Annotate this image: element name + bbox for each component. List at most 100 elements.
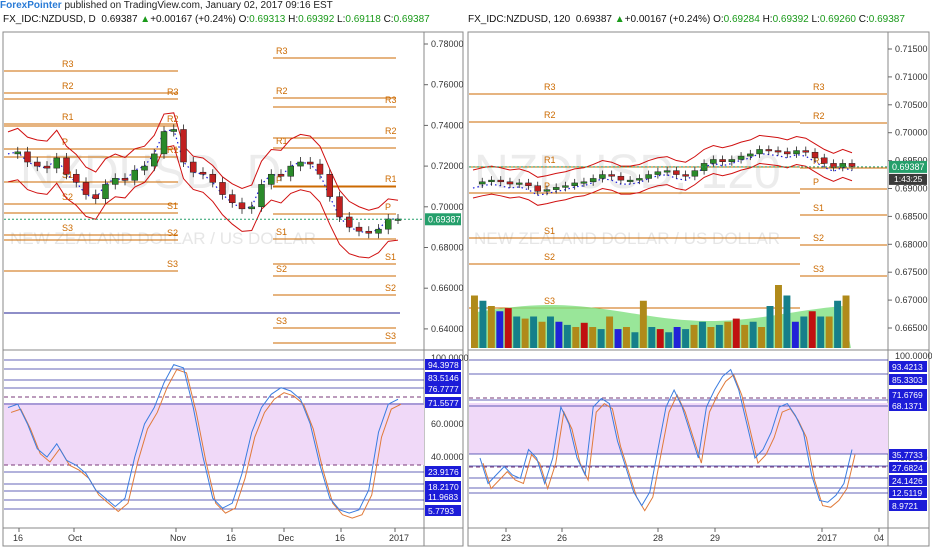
right-stoch-badge-text: 12.5119: [892, 488, 922, 498]
right-candle: [636, 178, 643, 181]
right-price-tick-label: 0.69500: [895, 156, 928, 166]
right-time-label: 29: [710, 533, 720, 543]
right-candle: [719, 159, 726, 162]
left-candle: [112, 178, 119, 185]
right-stoch-badge: [889, 361, 927, 372]
right-candle: [552, 187, 560, 190]
left-stoch-badge-text: 76.7777: [428, 384, 459, 394]
right-volume-bar: [775, 285, 782, 348]
right-volume-bar: [648, 327, 656, 348]
right-volume-bar: [665, 332, 673, 348]
left-pivot-label: S2: [385, 283, 396, 293]
left-symbol[interactable]: FX_IDC:NZDUSD, D: [3, 14, 96, 25]
right-stoch-badge: [889, 487, 927, 498]
left-time-label: 2017: [389, 533, 409, 543]
left-time-label: Nov: [170, 533, 187, 543]
left-time-label: 16: [226, 533, 236, 543]
left-pivot-label: R2: [276, 86, 288, 96]
right-candle: [589, 178, 597, 183]
left-stoch-band: [4, 403, 424, 465]
right-volume-bar: [547, 316, 554, 348]
right-stoch-badge: [889, 374, 927, 385]
left-last: 0.69387: [101, 14, 138, 25]
right-price-badge: [889, 160, 927, 173]
right-candle: [645, 174, 652, 179]
left-candle: [355, 226, 363, 232]
right-time-label: 2017: [817, 533, 837, 543]
right-low: 0.69260: [819, 14, 856, 25]
brand-link[interactable]: ForexPointer: [0, 0, 62, 11]
left-candle: [190, 161, 197, 173]
right-candle: [663, 170, 671, 173]
right-pivot-label: R2: [544, 110, 556, 120]
right-stoch-badge: [889, 449, 927, 460]
left-candle: [385, 218, 392, 230]
right-symbol[interactable]: FX_IDC:NZDUSD, 120: [468, 14, 571, 25]
left-stoch-badge-text: 11.9683: [428, 492, 458, 502]
right-stoch-tick-label: 100.0000: [895, 351, 932, 361]
right-volume-bar: [555, 321, 563, 348]
left-pivot-label: S1: [385, 252, 396, 262]
left-pivot-label: S2: [167, 228, 178, 238]
left-pivot-label: P: [62, 137, 68, 147]
left-stoch-badge-text: 83.5146: [428, 373, 459, 383]
left-pivot-label: R1: [385, 174, 397, 184]
right-time-label: 28: [653, 533, 663, 543]
left-candle: [73, 173, 80, 183]
right-candle: [811, 151, 819, 159]
right-volume-bar: [656, 329, 664, 348]
right-change: +0.00167 (+0.24%): [624, 14, 711, 25]
left-candle: [131, 169, 138, 181]
right-volume-bar: [471, 295, 478, 348]
left-candle: [229, 194, 236, 203]
left-candle: [82, 182, 90, 195]
right-stoch-k-line: [479, 368, 853, 507]
right-stoch-badge: [889, 462, 927, 473]
left-stoch-tick-label: 100.0000: [431, 353, 469, 363]
up-arrow-icon: ▲: [614, 14, 625, 25]
right-volume-bar: [597, 329, 605, 348]
left-stoch-badge: [425, 491, 461, 502]
right-frame: [467, 31, 930, 547]
left-stoch-badge: [425, 372, 461, 383]
right-volume-bar: [690, 324, 698, 348]
left-candle: [258, 184, 265, 208]
right-candle: [691, 170, 699, 177]
right-stoch-badge: [889, 400, 927, 411]
right-volume-bar: [538, 321, 546, 348]
left-pivot-label: S1: [167, 201, 178, 211]
right-stoch-badge-text: 24.1426: [892, 476, 923, 486]
right-pivot-label: S1: [544, 226, 555, 236]
right-volume-bar: [707, 327, 715, 348]
left-candle: [199, 171, 207, 175]
left-pivot-label: S1: [62, 170, 73, 180]
right-pivot-label: R2: [813, 111, 825, 121]
right-candle: [571, 182, 578, 186]
left-pivot-label: R3: [276, 46, 288, 56]
right-bollinger-upper: [472, 134, 853, 178]
right-close: 0.69387: [868, 14, 905, 25]
left-price-tick-label: 0.78000: [431, 39, 464, 49]
left-candle: [160, 131, 168, 155]
left-candle: [307, 161, 314, 165]
right-volume-bar: [800, 316, 808, 348]
right-high: 0.69392: [772, 14, 809, 25]
left-pivot-label: P: [276, 175, 282, 185]
left-open: 0.69313: [249, 14, 286, 25]
right-price-tick-label: 0.68000: [895, 239, 928, 249]
left-bollinger-lower: [7, 145, 399, 259]
right-open: 0.69284: [723, 14, 760, 25]
left-time-label: 16: [335, 533, 345, 543]
right-volume-bar: [614, 329, 622, 348]
right-price-tick-label: 0.67500: [895, 267, 928, 277]
left-candle: [248, 206, 255, 210]
right-volume-bar: [521, 318, 529, 348]
right-price-tick-label: 0.69000: [895, 184, 928, 194]
right-candle: [626, 179, 634, 182]
left-watermark-sub: NEW ZEALAND DOLLAR / US DOLLAR: [10, 229, 316, 248]
right-volume-bar: [563, 324, 571, 348]
left-pivot-label: R1: [276, 136, 288, 146]
right-volume-bar: [589, 327, 597, 348]
left-time-label: Oct: [68, 533, 83, 543]
